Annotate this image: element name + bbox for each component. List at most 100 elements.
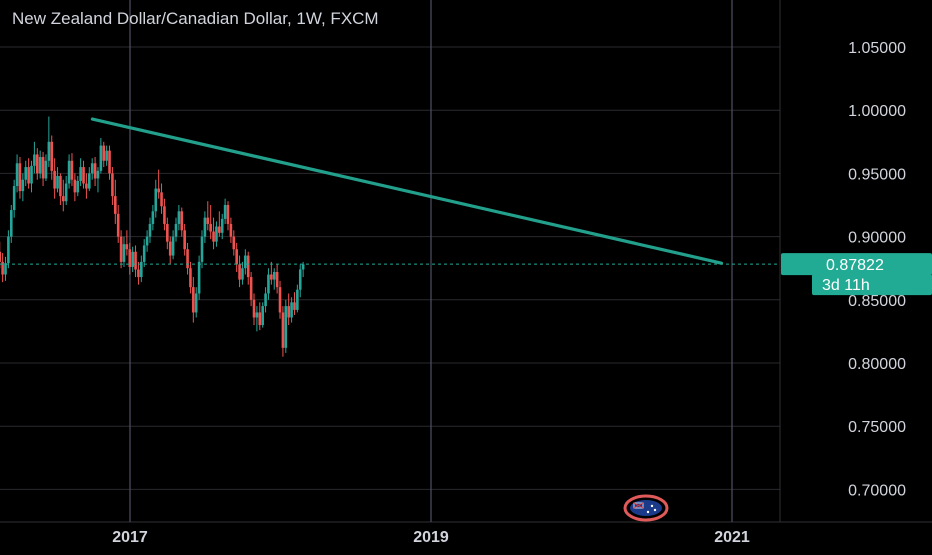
candle-body [93, 163, 97, 179]
candle-body [137, 269, 140, 278]
candle-body [15, 163, 19, 187]
candle-body [105, 150, 108, 161]
last-price-label: 0.87822 [826, 257, 884, 274]
countdown-label: 3d 11h [822, 277, 870, 294]
candle-body [244, 255, 247, 269]
candle-body [246, 255, 250, 278]
time-axis[interactable]: 2017 2019 2021 [112, 529, 750, 546]
candle-body [209, 223, 212, 232]
candle-body [293, 302, 296, 310]
candle-body [35, 154, 39, 174]
candle-body [96, 170, 100, 179]
candle-body [21, 179, 25, 192]
candle-body [4, 263, 7, 275]
candle-body [160, 192, 163, 207]
candle-body [41, 156, 45, 179]
price-tick-label: 1.05000 [848, 40, 906, 57]
price-tick-label: 0.95000 [848, 166, 906, 183]
candle-body [53, 170, 56, 189]
candle-body [177, 211, 181, 224]
candle-body [267, 274, 270, 294]
candle-body [261, 306, 264, 326]
candle-body [70, 160, 74, 180]
candle-body [174, 223, 178, 237]
price-tick-label: 0.80000 [848, 356, 906, 373]
candle-body [154, 188, 158, 212]
candle-body [220, 218, 224, 233]
candle-body [192, 287, 195, 313]
candle-body [50, 141, 54, 171]
candle-body [203, 217, 207, 237]
candle-body [223, 205, 227, 219]
candle-body [18, 163, 22, 192]
candle-body [229, 223, 233, 237]
price-tick-label: 0.85000 [848, 293, 906, 310]
candle-body [212, 231, 215, 242]
candle-body [249, 277, 253, 300]
price-tick-label: 0.90000 [848, 230, 906, 247]
candle-body [281, 312, 285, 348]
candle-body [278, 287, 282, 313]
candle-body [67, 160, 71, 184]
candle-body [82, 167, 85, 184]
candle-body [73, 179, 77, 193]
candle-body [215, 226, 218, 242]
candle-body [125, 244, 129, 250]
candle-body [76, 180, 80, 193]
candle-body [30, 165, 33, 184]
candle-body [252, 299, 256, 318]
candle-body [88, 173, 91, 189]
candle-body [235, 249, 238, 265]
last-price-box [781, 253, 932, 276]
candles [0, 116, 305, 357]
candle-body [122, 244, 126, 262]
candle-body [166, 223, 169, 242]
candle-body [148, 223, 152, 237]
candle-body [145, 236, 149, 246]
candle-body [134, 251, 137, 270]
price-tick-label: 1.00000 [848, 103, 906, 120]
trend-line [90, 117, 724, 265]
candle-body [59, 175, 62, 197]
candle-body [44, 160, 48, 179]
candle-body [9, 210, 13, 237]
price-axis[interactable]: 1.05000 1.00000 0.95000 0.90000 0.85000 0.800… [848, 40, 906, 499]
candle-body [287, 306, 290, 318]
candle-body [140, 261, 143, 278]
price-tick-label: 0.70000 [848, 482, 906, 499]
candle-body [275, 271, 279, 288]
candle-body [218, 226, 221, 233]
candle-body [197, 261, 201, 294]
candle-body [85, 183, 88, 189]
candle-body [142, 245, 146, 262]
candle-body [108, 150, 111, 174]
candle-body [206, 217, 210, 224]
candle-body [1, 261, 4, 275]
candle-body [24, 167, 28, 180]
candle-body [12, 186, 16, 211]
candle-body [301, 264, 305, 270]
candle-body [194, 293, 198, 313]
candle-body [238, 264, 241, 280]
chart-title: New Zealand Dollar/Canadian Dollar, 1W, … [12, 9, 379, 28]
candle-body [270, 274, 273, 280]
candle-body [38, 156, 42, 174]
candle-body [27, 167, 30, 184]
candle-body [189, 268, 192, 288]
australian-flag-icon[interactable] [623, 494, 669, 522]
overlays [0, 117, 780, 265]
candle-body [79, 167, 82, 181]
time-tick-label: 2017 [112, 529, 148, 546]
candle-body [99, 145, 103, 171]
time-tick-label: 2019 [413, 529, 449, 546]
candle-body [290, 302, 293, 318]
candle-body [47, 141, 51, 161]
candle-body [232, 236, 236, 250]
candle-body [255, 312, 259, 318]
candle-body [111, 173, 114, 197]
candle-body [131, 251, 134, 267]
candle-body [119, 236, 123, 262]
candle-body [186, 249, 189, 269]
